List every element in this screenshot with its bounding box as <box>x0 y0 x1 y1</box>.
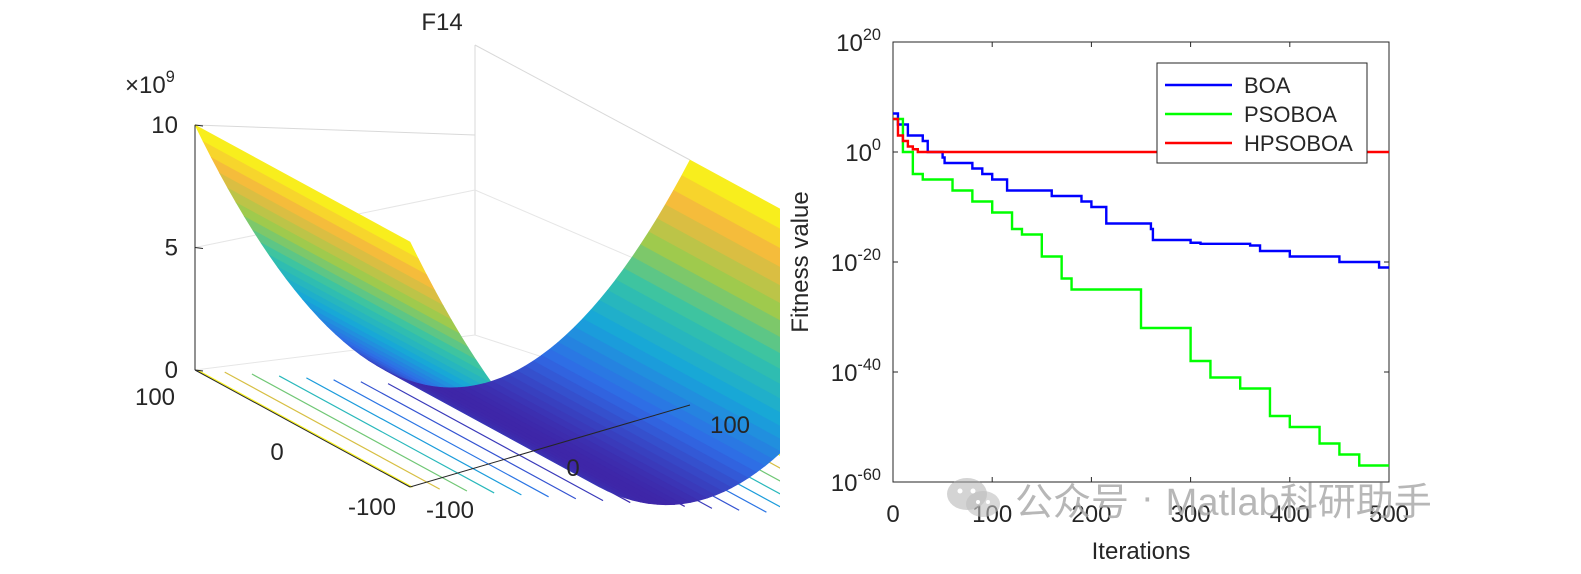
watermark-text-right: Matlab科研助手 <box>1165 481 1432 524</box>
z-axis-exponent: ×109 <box>125 68 175 99</box>
y-axis-line <box>409 404 691 488</box>
wall-edge-top-left <box>194 124 476 136</box>
contour-line <box>224 371 440 490</box>
x-tick-label: 400 <box>1270 501 1310 528</box>
contour-line <box>360 381 577 500</box>
y-tick-label: 0 <box>566 455 579 482</box>
z-tick-label: 5 <box>165 235 178 262</box>
legend-label: BOA <box>1244 73 1291 98</box>
wall-edge-top-right <box>474 44 691 161</box>
watermark: 公众号 · Matlab科研助手 <box>945 470 1432 526</box>
surface-strip <box>442 387 666 506</box>
y-tick-label: -100 <box>426 497 474 524</box>
contour-line <box>251 373 468 492</box>
x-tick-label: 200 <box>1071 501 1111 528</box>
series-line-boa <box>893 112 1389 269</box>
x-tick-label: 300 <box>1171 501 1211 528</box>
y-tick-label: 1020 <box>836 26 881 57</box>
watermark-separator: · <box>1141 476 1154 519</box>
chart-title: F14 <box>421 9 462 36</box>
y-axis-label: Fitness value <box>787 191 814 332</box>
contour-line <box>278 375 495 494</box>
series-group <box>893 112 1389 467</box>
z-tick-label: 10 <box>151 112 178 139</box>
x-axis-line <box>194 369 411 488</box>
x-tick-label: 0 <box>886 501 899 528</box>
series-line-psoboa <box>893 117 1389 467</box>
x-tick-label: -100 <box>348 494 396 521</box>
x-tick-label: 500 <box>1369 501 1409 528</box>
z-tick-label: 0 <box>165 357 178 384</box>
surface-plot-f14: F14 ×109 10 5 0 100 0 -100 -100 0 100 <box>0 0 906 569</box>
x-tick-label: 100 <box>135 384 175 411</box>
contour-line <box>197 369 413 488</box>
y-tick-label: 10-60 <box>831 466 881 497</box>
contour-line <box>387 383 604 502</box>
series-line-hpsoboa <box>893 117 1389 154</box>
y-tick-label: 10-40 <box>831 356 881 387</box>
x-axis-label: Iterations <box>1092 538 1191 565</box>
convergence-line-chart: 102010010-2010-4010-600100200300400500It… <box>780 0 1581 569</box>
legend-label: HPSOBOA <box>1244 131 1353 156</box>
y-tick-label: 10-20 <box>831 246 881 277</box>
contour-line <box>333 379 549 498</box>
legend-label: PSOBOA <box>1244 102 1337 127</box>
y-tick-label: 100 <box>710 412 750 439</box>
z-tick-mark <box>194 247 204 249</box>
contour-line <box>306 377 522 496</box>
wechat-icon <box>947 478 1000 517</box>
watermark-text-left: 公众号 <box>1015 481 1130 524</box>
y-tick-label: 100 <box>845 136 881 167</box>
x-tick-label: 0 <box>270 439 283 466</box>
z-tick-mark <box>194 124 204 127</box>
